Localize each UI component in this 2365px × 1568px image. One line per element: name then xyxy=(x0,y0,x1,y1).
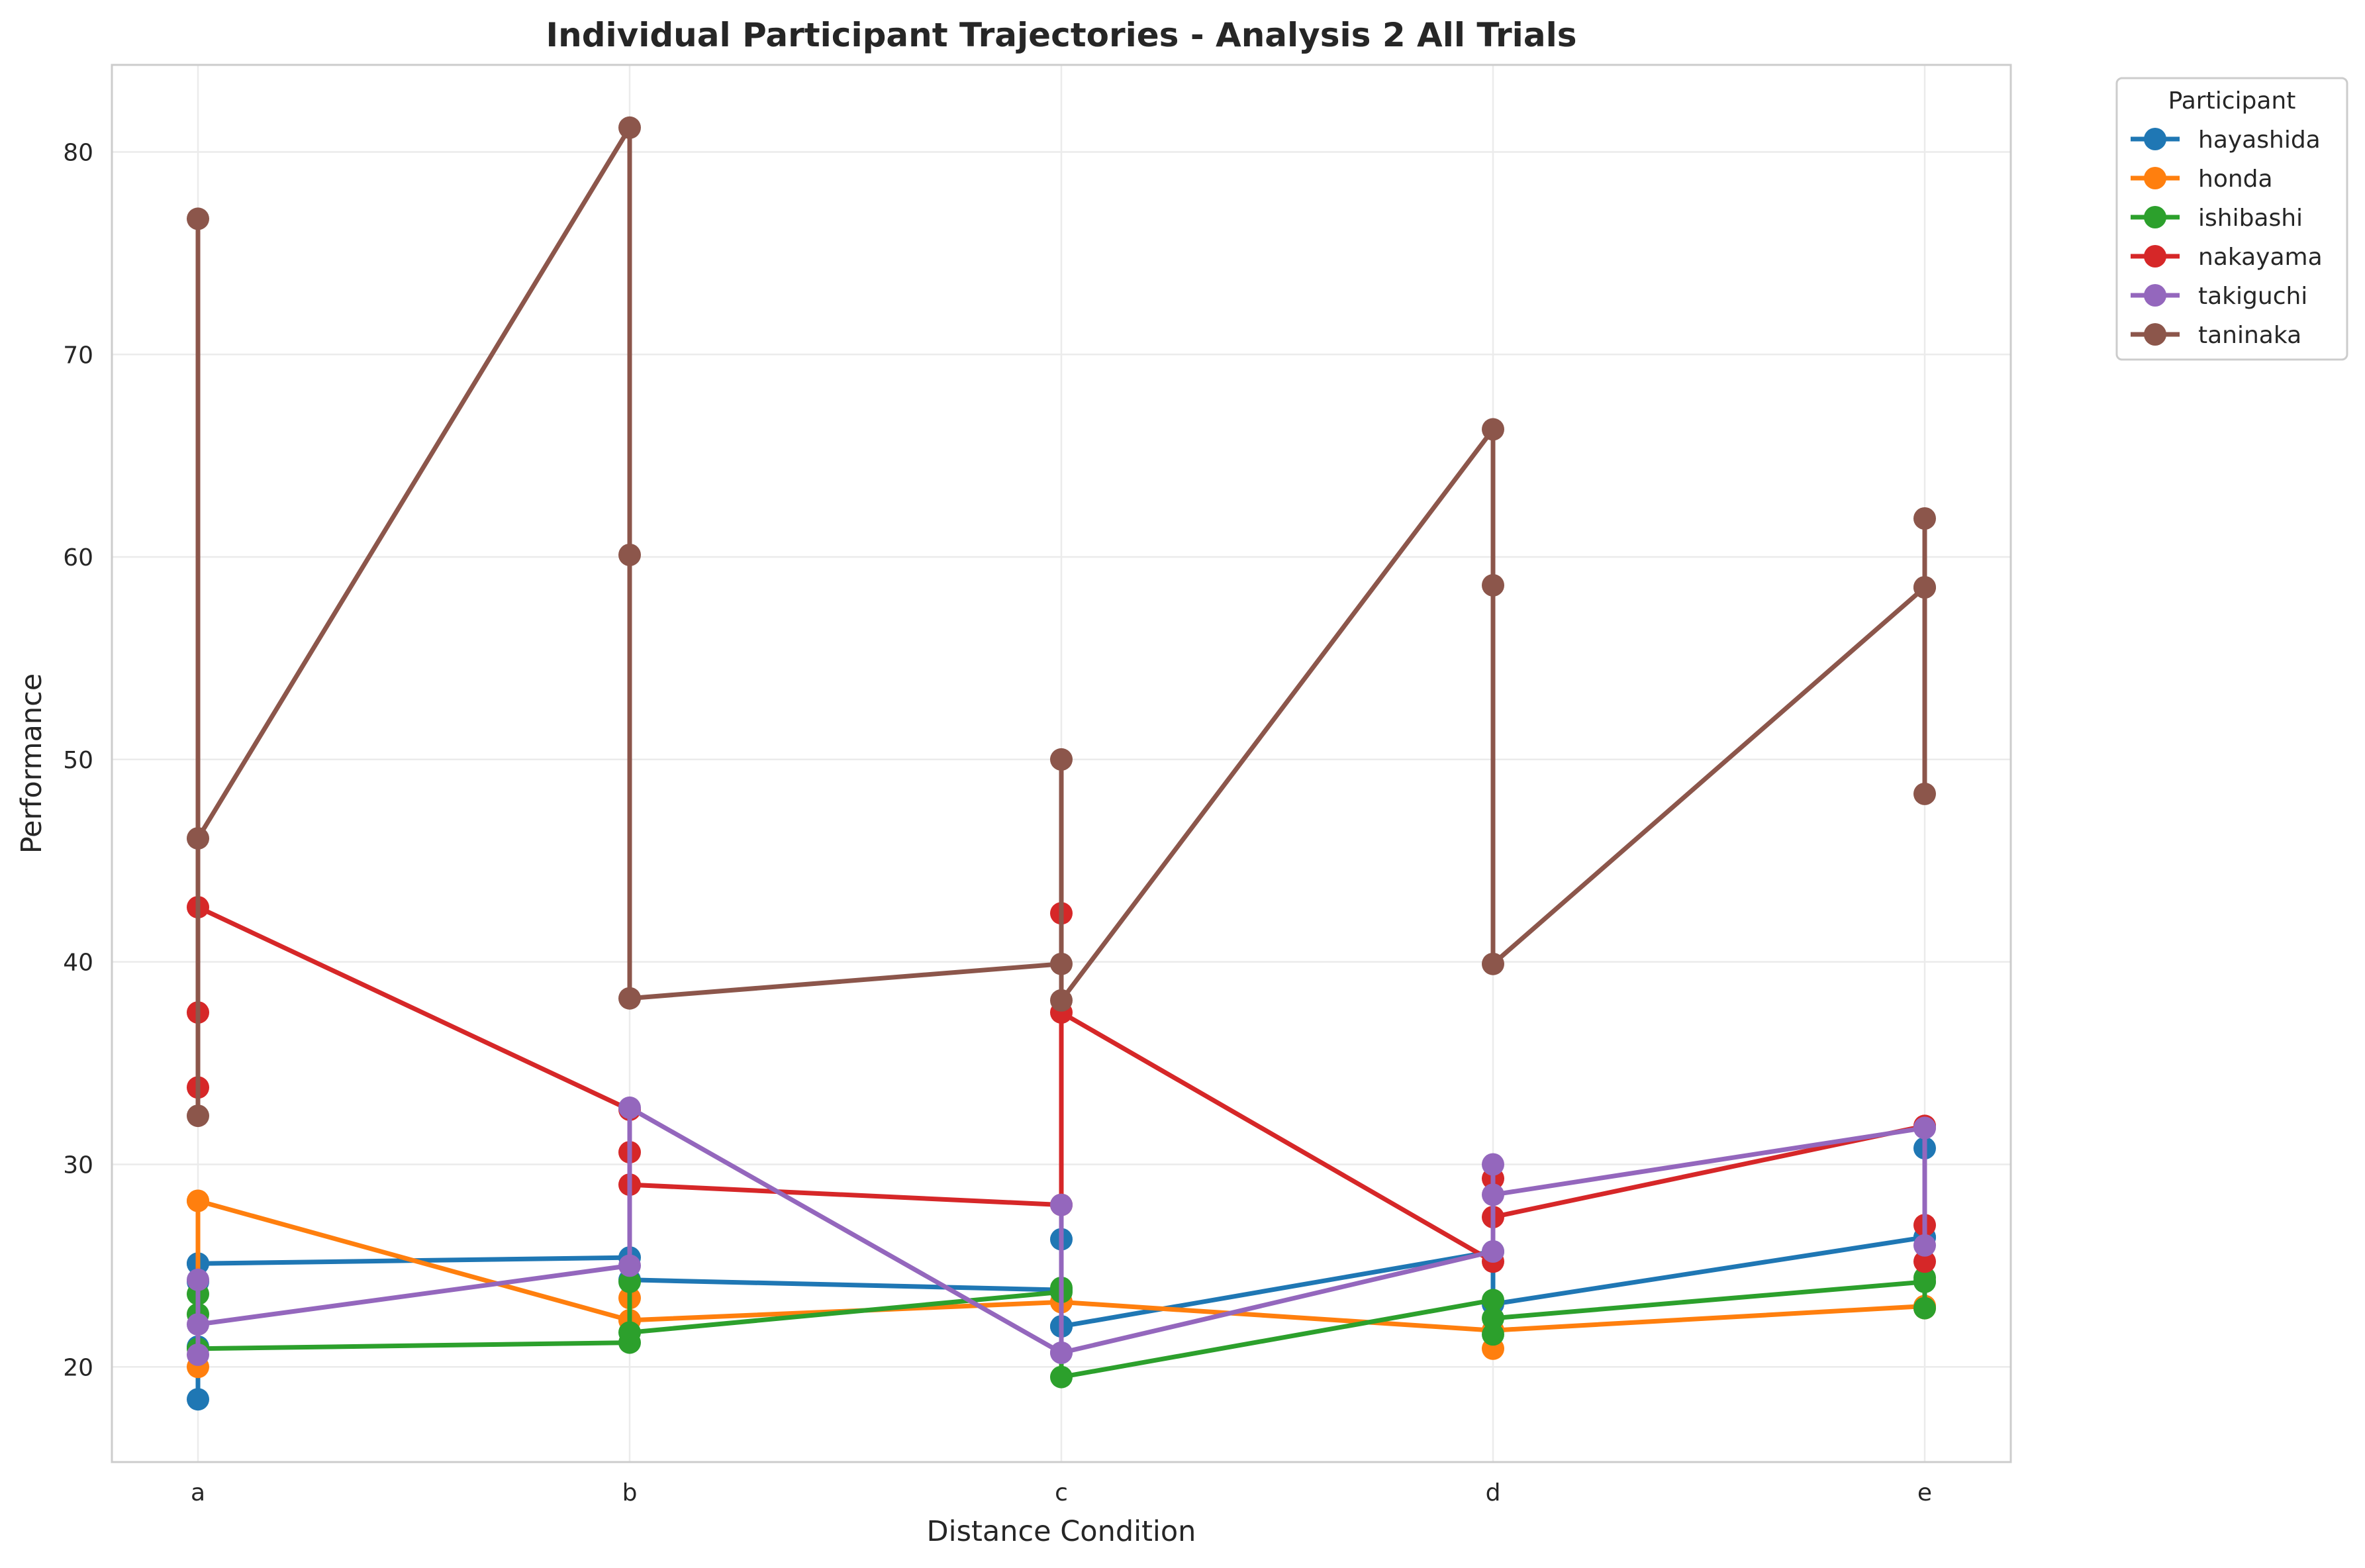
series-takiguchi xyxy=(187,1096,1936,1366)
data-point xyxy=(1050,748,1073,771)
data-point xyxy=(618,116,641,139)
legend-swatch-marker xyxy=(2144,128,2166,150)
legend-item-takiguchi: takiguchi xyxy=(2131,283,2307,310)
series-layer xyxy=(187,116,1936,1411)
series-line xyxy=(195,1105,1927,1357)
data-point xyxy=(618,1321,641,1344)
data-point xyxy=(1913,1297,1936,1320)
legend: Participant hayashida honda ishibashi nakay… xyxy=(2115,77,2348,361)
series-line xyxy=(195,125,1927,1118)
data-point xyxy=(1482,1153,1504,1176)
data-point xyxy=(618,987,641,1010)
data-point xyxy=(618,544,641,566)
data-point xyxy=(618,1254,641,1277)
x-tick-label: b xyxy=(622,1479,638,1506)
data-point xyxy=(1050,1365,1073,1389)
data-point xyxy=(1913,1270,1936,1293)
data-point xyxy=(1050,952,1073,975)
y-tick-label: 30 xyxy=(63,1152,93,1179)
legend-label: taninaka xyxy=(2198,322,2301,349)
y-tick-label: 50 xyxy=(63,747,93,774)
data-point xyxy=(1482,1306,1504,1330)
legend-item-hayashida: hayashida xyxy=(2131,126,2321,154)
x-tick-label: e xyxy=(1917,1479,1932,1506)
legend-label: honda xyxy=(2198,166,2273,193)
data-point xyxy=(187,1343,209,1366)
data-point xyxy=(1050,989,1073,1012)
x-tick-label: d xyxy=(1486,1479,1501,1506)
legend-title: Participant xyxy=(2168,87,2296,115)
data-point xyxy=(187,1388,209,1411)
data-point xyxy=(1050,1193,1073,1216)
plot-frame xyxy=(111,64,2012,1463)
legend-item-ishibashi: ishibashi xyxy=(2131,205,2303,232)
data-point xyxy=(1482,1289,1504,1312)
legend-swatch-marker xyxy=(2144,245,2166,268)
legend-items: hayashida honda ishibashi nakayama takiguchi… xyxy=(2131,126,2323,349)
x-axis-label: Distance Condition xyxy=(927,1515,1196,1548)
data-point xyxy=(1050,1341,1073,1364)
legend-swatch-marker xyxy=(2144,167,2166,189)
legend-label: takiguchi xyxy=(2198,283,2307,310)
legend-label: hayashida xyxy=(2198,126,2321,154)
data-point xyxy=(187,207,209,230)
data-point xyxy=(187,1268,209,1291)
data-point xyxy=(187,1189,209,1212)
data-point xyxy=(618,1270,641,1293)
y-tick-label: 40 xyxy=(63,950,93,977)
legend-box xyxy=(2115,77,2348,361)
data-point xyxy=(187,827,209,850)
series-taninaka xyxy=(187,116,1936,1128)
legend-item-honda: honda xyxy=(2131,166,2273,193)
data-point xyxy=(1482,573,1504,597)
data-point xyxy=(1482,952,1504,975)
tick-labels: a b c d e 20 30 40 50 60 70 80 xyxy=(63,139,1932,1506)
data-point xyxy=(1913,782,1936,805)
data-point xyxy=(187,1104,209,1128)
data-point xyxy=(1913,576,1936,599)
legend-swatch-marker xyxy=(2144,284,2166,307)
data-point xyxy=(618,1096,641,1119)
x-tick-label: a xyxy=(191,1479,205,1506)
data-point xyxy=(1482,1323,1504,1346)
data-point xyxy=(1913,1234,1936,1257)
y-tick-label: 80 xyxy=(63,139,93,166)
legend-item-taninaka: taninaka xyxy=(2131,322,2301,349)
legend-item-nakayama: nakayama xyxy=(2131,244,2323,271)
legend-swatch-marker xyxy=(2144,323,2166,346)
legend-swatch-marker xyxy=(2144,206,2166,228)
data-point xyxy=(1913,507,1936,530)
chart-title: Individual Participant Trajectories - An… xyxy=(546,16,1577,54)
y-tick-label: 20 xyxy=(63,1354,93,1381)
y-tick-label: 60 xyxy=(63,544,93,571)
legend-label: nakayama xyxy=(2198,244,2323,271)
data-point xyxy=(1482,1240,1504,1263)
data-point xyxy=(187,1313,209,1336)
data-point xyxy=(1913,1116,1936,1140)
data-point xyxy=(1482,418,1504,441)
y-axis-label: Performance xyxy=(15,673,48,854)
legend-label: ishibashi xyxy=(2198,205,2303,232)
data-point xyxy=(1482,1183,1504,1206)
x-tick-label: c xyxy=(1055,1479,1068,1506)
data-point xyxy=(1913,1250,1936,1273)
y-tick-label: 70 xyxy=(63,342,93,369)
